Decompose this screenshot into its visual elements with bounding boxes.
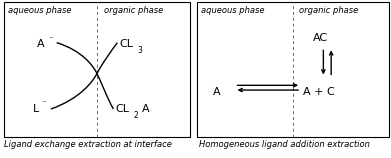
Text: Ligand exchange extraction at interface: Ligand exchange extraction at interface xyxy=(4,140,172,149)
Text: Homogeneous ligand addition extraction: Homogeneous ligand addition extraction xyxy=(199,140,370,149)
Text: organic phase: organic phase xyxy=(299,6,359,15)
Text: A + C: A + C xyxy=(303,87,335,97)
Text: ⁻: ⁻ xyxy=(48,35,53,44)
Bar xyxy=(197,2,389,137)
Text: aqueous phase: aqueous phase xyxy=(201,6,265,15)
Text: AC: AC xyxy=(313,33,328,43)
Text: CL: CL xyxy=(115,104,129,114)
Text: ⁻: ⁻ xyxy=(42,100,47,109)
Text: 2: 2 xyxy=(134,111,138,120)
Text: organic phase: organic phase xyxy=(104,6,163,15)
Text: A: A xyxy=(213,87,221,97)
Text: 3: 3 xyxy=(138,46,142,55)
Text: A: A xyxy=(142,104,150,114)
Text: aqueous phase: aqueous phase xyxy=(8,6,71,15)
Text: L: L xyxy=(33,104,39,114)
Text: A: A xyxy=(37,39,45,49)
Text: CL: CL xyxy=(119,39,133,49)
Bar xyxy=(4,2,190,137)
